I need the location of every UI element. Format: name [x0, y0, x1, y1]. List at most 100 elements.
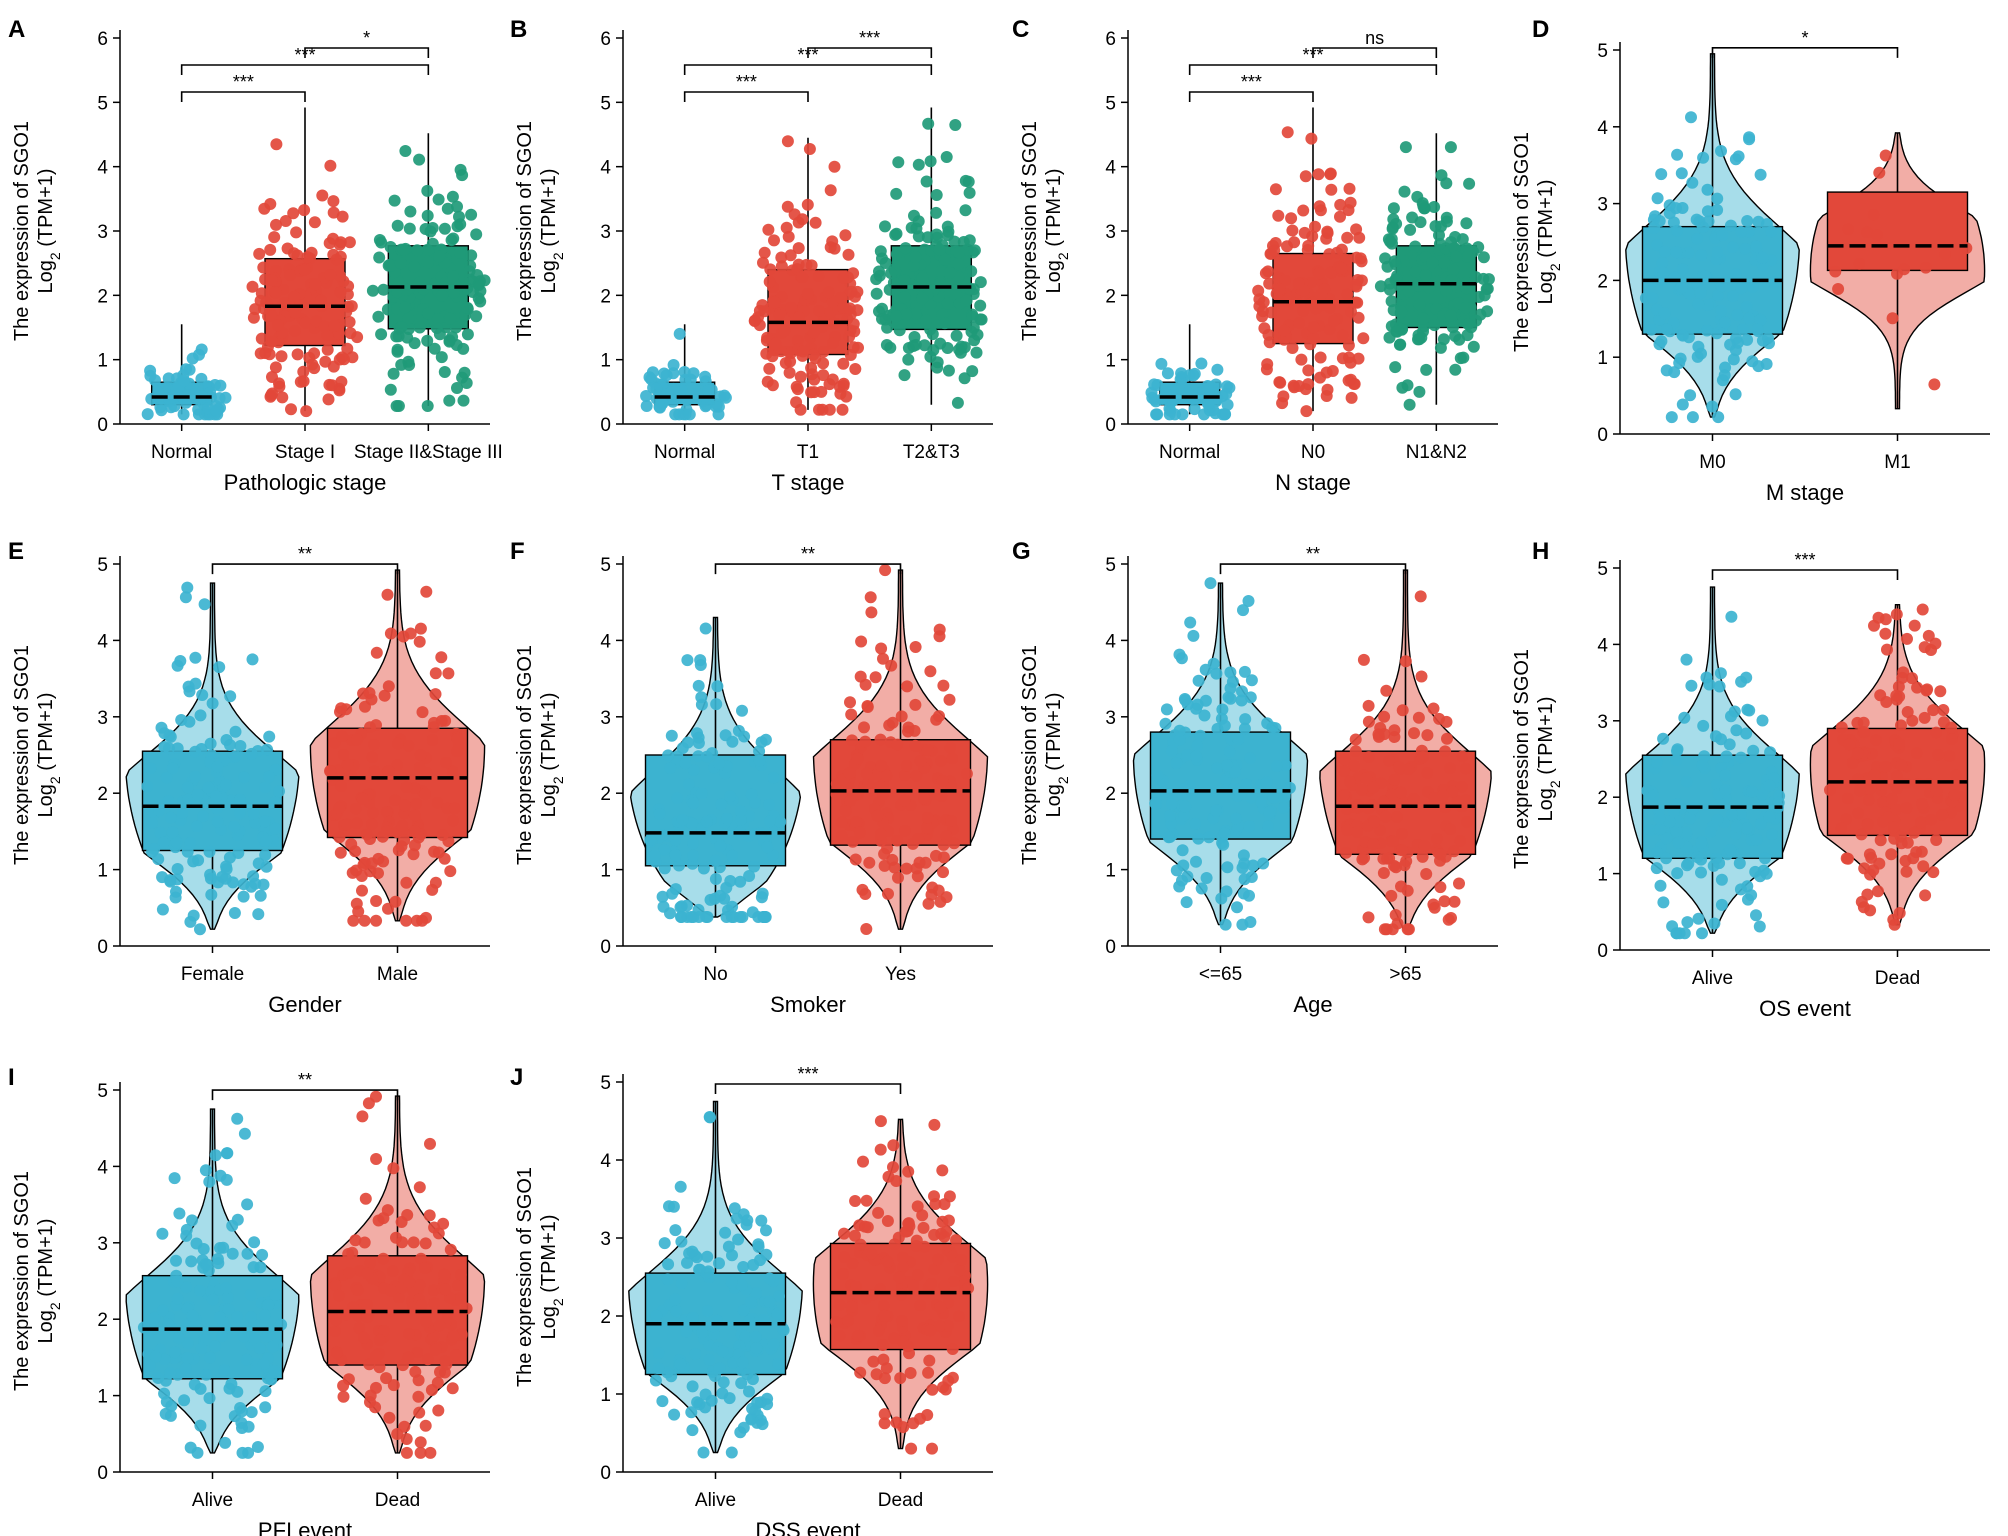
x-axis-title: Pathologic stage — [224, 470, 387, 495]
data-point — [366, 751, 379, 764]
data-point — [895, 1314, 908, 1327]
data-point — [220, 1282, 233, 1294]
data-point — [165, 391, 178, 404]
data-point — [870, 1368, 883, 1381]
panel-label: I — [8, 1064, 15, 1091]
data-point — [334, 846, 347, 859]
data-point — [251, 1441, 264, 1453]
data-point — [1751, 323, 1764, 336]
data-point — [270, 218, 282, 231]
data-point — [1741, 215, 1754, 227]
data-point — [940, 1225, 953, 1238]
data-point — [413, 1406, 426, 1419]
data-point — [1313, 200, 1326, 213]
data-point — [867, 1355, 880, 1368]
data-point — [166, 762, 179, 775]
data-point — [1960, 242, 1973, 255]
y-tick-label: 4 — [1597, 635, 1608, 656]
data-point — [808, 386, 821, 399]
x-axis-title: Smoker — [770, 992, 846, 1017]
data-point — [258, 1309, 271, 1322]
data-point — [696, 1326, 708, 1339]
data-point — [833, 1329, 846, 1342]
data-point — [1414, 590, 1427, 603]
data-point — [411, 244, 424, 257]
data-point — [1383, 754, 1395, 767]
significance-label: ** — [1306, 544, 1320, 564]
data-point — [916, 272, 929, 284]
data-point — [673, 327, 686, 340]
data-point — [873, 265, 885, 278]
data-point — [1245, 791, 1258, 804]
data-point — [269, 361, 282, 374]
data-point — [388, 794, 401, 807]
bracket-line — [180, 64, 430, 75]
data-point — [1654, 879, 1667, 892]
data-point — [1712, 411, 1725, 424]
data-point — [1231, 901, 1243, 914]
data-point — [1396, 381, 1409, 394]
data-point — [424, 225, 437, 238]
data-point — [794, 370, 807, 383]
data-point — [412, 1390, 425, 1403]
data-point — [941, 297, 954, 310]
data-point — [662, 1258, 675, 1271]
data-point — [1741, 880, 1754, 893]
data-point — [393, 1291, 405, 1304]
data-point — [1719, 769, 1732, 782]
y-axis-title: The expression of SGO1 — [1019, 645, 1041, 865]
data-point — [1671, 745, 1683, 757]
data-point — [265, 335, 278, 348]
data-point — [774, 815, 787, 828]
data-point — [1198, 709, 1211, 722]
data-point — [844, 794, 857, 807]
data-point — [1215, 712, 1228, 725]
data-point — [849, 363, 862, 375]
data-point — [390, 1231, 402, 1244]
data-point — [890, 310, 903, 323]
data-point — [279, 215, 292, 227]
data-point — [849, 290, 861, 303]
data-point — [428, 1297, 441, 1310]
data-point — [1286, 342, 1299, 354]
data-point — [950, 329, 963, 342]
x-axis-title: DSS event — [755, 1518, 860, 1536]
data-point — [873, 305, 885, 318]
data-point — [1710, 327, 1723, 340]
data-point — [1349, 296, 1362, 309]
data-point — [1881, 643, 1893, 656]
data-point — [271, 319, 284, 332]
data-point — [1734, 225, 1747, 238]
x-tick-label: Dead — [1875, 968, 1920, 989]
data-point — [1351, 826, 1364, 839]
data-point — [1211, 363, 1224, 376]
data-point — [850, 815, 863, 828]
data-point — [1338, 753, 1351, 766]
data-point — [1916, 797, 1928, 810]
data-point — [1288, 236, 1301, 249]
data-point — [887, 1139, 900, 1152]
data-point — [909, 641, 922, 653]
data-point — [909, 307, 922, 320]
data-point — [1692, 340, 1705, 353]
y-axis-title-units: Log2 (TPM+1) — [1535, 179, 1563, 304]
data-point — [301, 251, 314, 264]
data-point — [1377, 867, 1390, 879]
data-point — [436, 829, 449, 841]
data-point — [1710, 852, 1723, 865]
data-point — [1285, 212, 1298, 225]
data-point — [914, 755, 927, 767]
y-axis-log-subscript: 2 — [47, 252, 63, 260]
data-point — [732, 724, 745, 737]
data-point — [432, 1404, 445, 1417]
data-point — [1733, 857, 1746, 870]
data-point — [726, 900, 739, 913]
data-point — [785, 301, 797, 314]
data-point — [185, 1255, 198, 1268]
data-point — [255, 332, 268, 345]
data-point — [156, 871, 169, 884]
y-tick-label: 5 — [1105, 555, 1116, 576]
data-point — [1874, 689, 1887, 702]
data-point — [938, 253, 951, 266]
data-point — [1418, 839, 1431, 852]
